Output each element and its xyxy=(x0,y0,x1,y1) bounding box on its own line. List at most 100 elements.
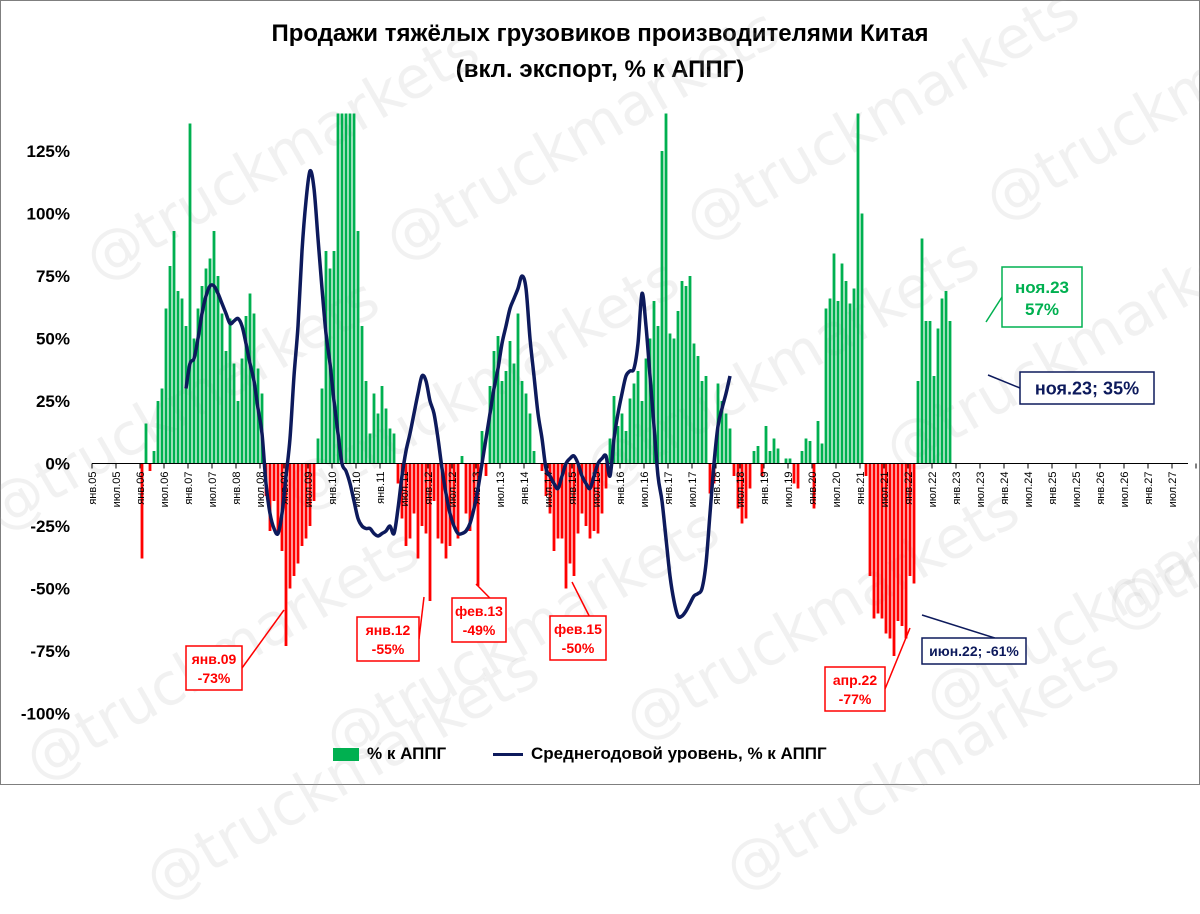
bar-91 xyxy=(456,463,460,539)
bar-174 xyxy=(788,458,792,464)
callout-value: 57% xyxy=(1025,300,1059,319)
bar-32 xyxy=(220,313,224,464)
bar-212 xyxy=(940,298,944,464)
callout-0: янв.09 -73% xyxy=(185,609,285,691)
bar-106 xyxy=(516,313,520,464)
bar-210 xyxy=(932,376,936,464)
bar-148 xyxy=(684,286,688,464)
bar-143 xyxy=(664,113,668,464)
bar-88 xyxy=(444,463,448,559)
callout-pointer xyxy=(921,614,996,639)
x-tick-label: июл.19 xyxy=(783,472,795,508)
bar-26 xyxy=(196,308,200,464)
x-tick-label: янв.23 xyxy=(951,472,963,505)
bar-37 xyxy=(240,358,244,464)
x-tick-label: янв.07 xyxy=(183,472,195,505)
bar-100 xyxy=(492,351,496,464)
x-tick-label: янв.17 xyxy=(663,472,675,505)
x-tick-label: янв.11 xyxy=(375,472,387,504)
series-line-avg xyxy=(184,168,732,620)
bar-53 xyxy=(304,463,308,539)
bar-126 xyxy=(596,463,600,534)
bar-124 xyxy=(588,463,592,539)
callout-2: фев.13 -49% xyxy=(451,583,507,643)
bar-97 xyxy=(480,431,484,464)
bar-202 xyxy=(900,463,904,626)
x-tick-label: янв.14 xyxy=(519,472,531,505)
callout-value: -49% xyxy=(463,622,496,638)
x-tick-label: янв.27 xyxy=(1143,472,1155,505)
bar-72 xyxy=(380,386,384,464)
bar-164 xyxy=(748,463,752,489)
bar-98 xyxy=(484,463,488,476)
callout-1: янв.12 -55% xyxy=(356,596,425,662)
y-tick-label: -25% xyxy=(30,517,70,536)
bar-108 xyxy=(524,393,528,464)
callout-value: -55% xyxy=(372,641,405,657)
bar-101 xyxy=(496,336,500,464)
bar-119 xyxy=(568,463,572,564)
bar-57 xyxy=(320,388,324,464)
bar-89 xyxy=(448,463,452,546)
callout-6: ноя.23; 35% xyxy=(987,371,1155,405)
bar-50 xyxy=(292,463,296,576)
x-tick-label: июл.17 xyxy=(687,472,699,508)
bar-22 xyxy=(180,298,184,464)
x-tick-label: июл.12 xyxy=(447,472,459,508)
bar-136 xyxy=(636,371,640,464)
bar-161 xyxy=(736,463,740,509)
bar-73 xyxy=(384,408,388,464)
callout-box xyxy=(356,616,420,662)
callout-pointer xyxy=(571,581,590,617)
bar-178 xyxy=(804,438,808,464)
x-tick-label: июл.24 xyxy=(1023,472,1035,508)
bar-184 xyxy=(828,298,832,464)
callout-pointer xyxy=(418,596,425,640)
callout-pointer xyxy=(241,609,285,669)
legend-swatch-bars xyxy=(333,747,359,761)
bar-127 xyxy=(600,463,604,514)
callout-value: -73% xyxy=(198,670,231,686)
bar-209 xyxy=(928,321,932,464)
x-tick-label: июл.21 xyxy=(879,472,891,508)
bar-78 xyxy=(404,463,408,546)
bar-13 xyxy=(144,423,148,464)
bar-93 xyxy=(464,463,468,514)
x-tick-label: июл.07 xyxy=(207,472,219,508)
bar-113 xyxy=(544,463,548,496)
bar-195 xyxy=(872,463,876,619)
bar-192 xyxy=(860,213,864,464)
bar-104 xyxy=(508,341,512,464)
bar-12 xyxy=(140,463,144,559)
bar-116 xyxy=(556,463,560,539)
bar-201 xyxy=(896,463,900,621)
bar-145 xyxy=(672,338,676,464)
bar-102 xyxy=(500,381,504,464)
bar-18 xyxy=(164,308,168,464)
bar-213 xyxy=(944,291,948,464)
chart-title: Продажи тяжёлых грузовиков производителя… xyxy=(271,20,929,47)
bar-153 xyxy=(704,376,708,464)
bar-141 xyxy=(656,326,660,464)
bar-158 xyxy=(724,413,728,464)
bar-99 xyxy=(488,386,492,464)
y-tick-label: 0% xyxy=(45,455,70,474)
bar-160 xyxy=(732,463,736,476)
callout-label: апр.22 xyxy=(833,672,877,688)
bar-205 xyxy=(912,463,916,584)
bar-125 xyxy=(592,463,596,531)
callout-pointer xyxy=(884,627,911,690)
x-tick-label: янв.26 xyxy=(1095,472,1107,505)
bar-198 xyxy=(884,463,888,634)
bar-90 xyxy=(452,463,456,526)
callout-box xyxy=(1019,371,1155,405)
x-tick-label: янв.22 xyxy=(903,472,915,505)
bar-203 xyxy=(904,463,908,639)
callout-5: июн.22; -61% xyxy=(921,614,1027,665)
y-tick-label: -50% xyxy=(30,580,70,599)
callout-7: ноя.23 57% xyxy=(985,266,1083,328)
y-tick-label: -100% xyxy=(21,705,70,724)
bar-182 xyxy=(820,443,824,464)
bar-95 xyxy=(472,463,476,509)
bar-176 xyxy=(796,463,800,489)
